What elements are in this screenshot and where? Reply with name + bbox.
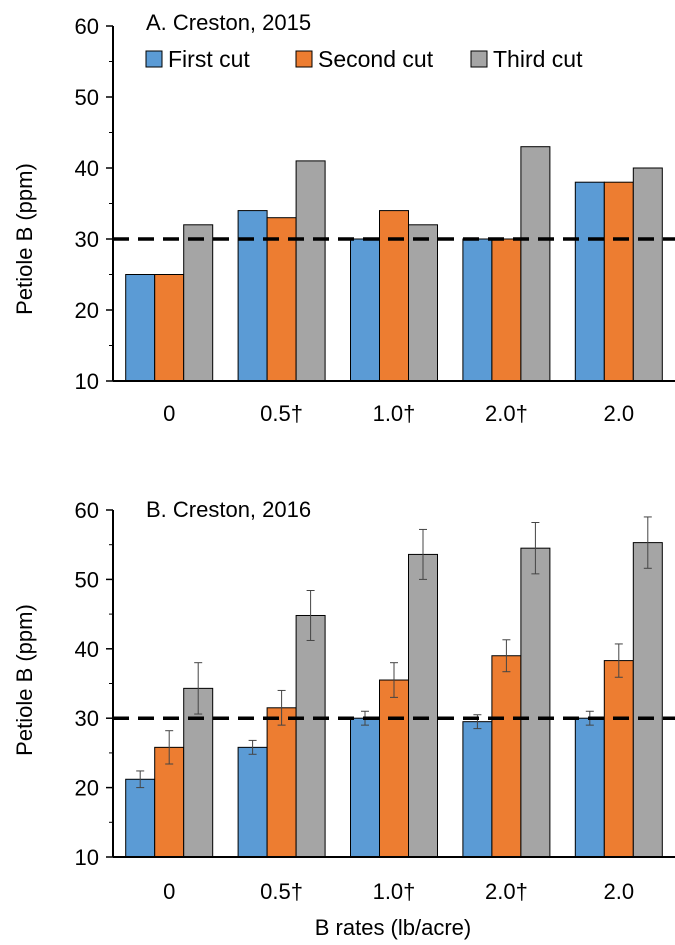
- panel-a-chart: A. Creston, 2015 Petiole B (ppm) First c…: [12, 10, 675, 426]
- bar-second-cut-4: [491, 655, 522, 858]
- y-tick-label: 10: [75, 845, 99, 870]
- x-tick-label: 2.0†: [485, 879, 528, 904]
- bar-first-cut-1: [125, 274, 156, 382]
- legend-label-second-cut: Second cut: [318, 46, 434, 72]
- bar-third-cut-4: [520, 146, 551, 382]
- legend-swatch-second-cut: [295, 50, 313, 68]
- bar-second-cut-1: [154, 274, 185, 382]
- y-tick-label: 60: [75, 498, 99, 523]
- panel-a-title: A. Creston, 2015: [146, 10, 311, 35]
- bar-second-cut-4: [491, 238, 522, 382]
- bar-third-cut-2: [295, 614, 326, 858]
- y-tick-label: 30: [75, 706, 99, 731]
- bar-third-cut-4: [520, 547, 551, 858]
- y-tick-label: 20: [75, 776, 99, 801]
- legend: First cut Second cut Third cut: [145, 46, 583, 72]
- y-tick-label: 10: [75, 369, 99, 394]
- bar-first-cut-4: [462, 238, 493, 382]
- panel-b-chart: B. Creston, 2016 Petiole B (ppm) 10 20 30 4…: [12, 497, 675, 904]
- bar-second-cut-3: [379, 210, 409, 382]
- x-tick-label: 1.0†: [373, 401, 416, 426]
- bar-first-cut-5: [574, 717, 605, 858]
- y-tick-label: 40: [75, 156, 99, 181]
- legend-label-third-cut: Third cut: [493, 46, 583, 72]
- bar-second-cut-2: [266, 217, 297, 382]
- bar-third-cut-5: [632, 542, 663, 858]
- x-axis-label: B rates (lb/acre): [315, 915, 472, 940]
- legend-swatch-first-cut: [145, 50, 163, 68]
- x-tick-label: 0: [163, 401, 175, 426]
- y-tick-label: 50: [75, 85, 99, 110]
- x-tick-label: 2.0: [604, 879, 635, 904]
- bar-first-cut-3: [350, 717, 380, 858]
- bar-second-cut-3: [379, 679, 409, 858]
- bar-first-cut-4: [462, 721, 493, 858]
- panel-a-y-axis-label: Petiole B (ppm): [12, 163, 37, 315]
- bar-third-cut-1: [183, 224, 214, 382]
- y-tick-label: 50: [75, 567, 99, 592]
- bar-first-cut-2: [237, 210, 268, 382]
- x-tick-label: 2.0†: [485, 401, 528, 426]
- bar-third-cut-3: [408, 553, 438, 858]
- x-tick-label: 1.0†: [373, 879, 416, 904]
- y-tick-label: 20: [75, 298, 99, 323]
- legend-swatch-third-cut: [470, 50, 488, 68]
- x-tick-label: 0.5†: [260, 879, 303, 904]
- x-tick-label: 0.5†: [260, 401, 303, 426]
- bar-first-cut-3: [350, 238, 380, 382]
- bar-second-cut-5: [603, 660, 634, 858]
- y-tick-label: 30: [75, 227, 99, 252]
- bar-third-cut-3: [408, 224, 438, 382]
- bar-second-cut-2: [266, 707, 297, 858]
- bar-third-cut-5: [632, 167, 663, 382]
- y-tick-label: 40: [75, 637, 99, 662]
- bar-first-cut-5: [574, 181, 605, 382]
- bar-first-cut-2: [237, 746, 268, 858]
- x-tick-label: 2.0: [604, 401, 635, 426]
- bar-second-cut-1: [154, 746, 185, 858]
- legend-label-first-cut: First cut: [168, 46, 250, 72]
- bar-second-cut-5: [603, 181, 634, 382]
- x-tick-label: 0: [163, 879, 175, 904]
- panel-b-title: B. Creston, 2016: [146, 497, 311, 522]
- bar-third-cut-2: [295, 160, 326, 382]
- y-tick-label: 60: [75, 14, 99, 39]
- bar-first-cut-1: [125, 778, 156, 858]
- panel-b-y-axis-label: Petiole B (ppm): [12, 604, 37, 756]
